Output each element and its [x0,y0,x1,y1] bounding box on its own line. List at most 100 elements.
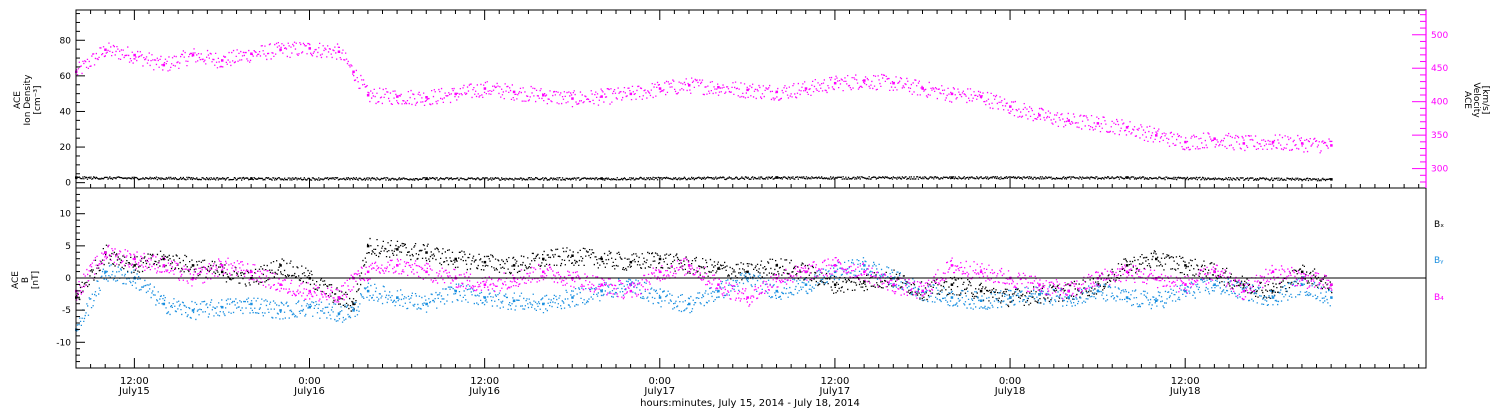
data-point-Bz-15 [483,283,487,286]
velocity-label-line1: ACE [1462,91,1472,109]
data-point-Bz-17 [542,270,545,274]
data-point-right-29 [892,81,895,85]
data-point-right-16 [512,90,516,94]
x-tick-time-5: 0:00 [999,376,1021,387]
data-point-Bx-24 [746,270,749,274]
data-point-right-1 [104,48,107,51]
data-point-By-26 [804,283,808,286]
velocity-label-line2: Velocity [1471,82,1481,118]
data-point-right-35 [1067,119,1070,122]
data-point-right-33 [1009,105,1012,108]
density-label-line3: [cm⁻³] [33,85,43,114]
data-point-right-26 [804,87,808,90]
data-point-right-30 [921,87,924,90]
b-tick-label: -10 [56,338,71,348]
data-point-Bz-13 [425,270,428,274]
data-point-right-40 [1213,137,1216,140]
series-Bz-points [76,244,1333,307]
data-point-Bz-44 [1330,283,1333,286]
data-point-Bx-3 [162,257,166,261]
data-point-Bz-8 [308,289,312,293]
data-point-right-23 [717,85,720,89]
axes-layer: 020406080300350400450500-10-5051012:00Ju… [56,9,1448,397]
density-tick-label: 40 [60,107,72,117]
data-point-right-11 [366,93,370,97]
data-point-Bz-26 [804,270,808,274]
data-point-right-42 [1271,140,1275,144]
data-point-Bx-42 [1271,289,1275,293]
data-point-Bz-29 [892,283,895,286]
data-point-Bz-30 [921,289,924,293]
series-left-points [76,176,1333,182]
b-label-line2: B [21,277,31,283]
data-point-right-22 [687,83,691,87]
data-point-Bz-20 [629,289,633,293]
data-point-right-21 [658,87,662,90]
data-point-right-17 [542,93,545,97]
data-point-By-31 [950,296,954,299]
data-point-Bz-23 [717,283,720,286]
data-point-By-36 [1096,289,1100,293]
series-right-points [76,41,1333,154]
data-point-By-28 [863,264,866,267]
b-tick-label: 10 [60,210,72,220]
data-point-Bx-12 [396,248,399,251]
x-tick-day-1: July16 [293,386,325,397]
data-point-Bz-32 [979,270,983,274]
data-point-By-8 [308,305,312,309]
data-point-Bx-43 [1300,270,1304,274]
velocity-label-line3: [km/s] [1480,86,1490,115]
data-point-By-4 [191,309,195,312]
data-point-Bx-41 [1242,283,1246,286]
data-point-By-44 [1330,296,1333,299]
data-point-Bz-22 [687,264,691,267]
x-tick-time-3: 0:00 [649,376,671,387]
data-point-right-9 [337,50,341,53]
x-tick-time-1: 0:00 [298,376,320,387]
data-point-right-4 [191,53,195,57]
data-point-Bx-15 [483,260,487,264]
data-point-By-6 [250,302,253,306]
data-point-Bx-2 [133,264,136,267]
data-point-Bx-27 [833,283,837,286]
plot-frame [75,9,1427,369]
data-point-By-16 [512,299,516,302]
data-point-By-23 [717,289,720,293]
data-point-By-35 [1067,296,1070,299]
data-point-right-24 [746,88,749,92]
data-point-right-14 [454,92,457,96]
data-point-By-3 [162,302,166,306]
data-point-Bx-11 [366,244,370,248]
data-point-By-18 [571,296,574,299]
data-point-By-15 [483,296,487,299]
data-point-Bz-9 [337,296,341,299]
data-point-right-12 [396,95,399,98]
data-point-Bz-27 [833,264,837,267]
data-point-By-10 [352,309,355,312]
x-tick-time-0: 12:00 [120,376,149,387]
data-point-Bz-6 [250,270,253,274]
data-point-right-36 [1096,122,1100,125]
data-point-right-10 [352,70,355,74]
data-point-Bz-5 [220,264,224,267]
data-point-Bz-42 [1271,270,1275,274]
data-point-right-5 [220,59,224,62]
data-point-right-13 [425,95,428,99]
data-point-left-7 [1330,178,1333,181]
data-point-Bz-11 [366,270,370,274]
data-point-By-17 [542,302,545,306]
data-point-right-6 [250,52,253,55]
data-point-By-34 [1038,293,1041,296]
x-tick-time-2: 12:00 [470,376,499,387]
data-point-By-1 [104,270,107,274]
data-point-Bx-19 [600,257,603,261]
data-point-right-44 [1330,144,1333,147]
data-point-Bz-41 [1242,289,1246,293]
data-point-By-14 [454,289,457,293]
data-point-right-39 [1184,140,1187,144]
x-tick-time-4: 12:00 [821,376,850,387]
data-point-By-42 [1271,296,1275,299]
data-point-left-4 [775,176,779,179]
data-point-By-13 [425,302,428,306]
